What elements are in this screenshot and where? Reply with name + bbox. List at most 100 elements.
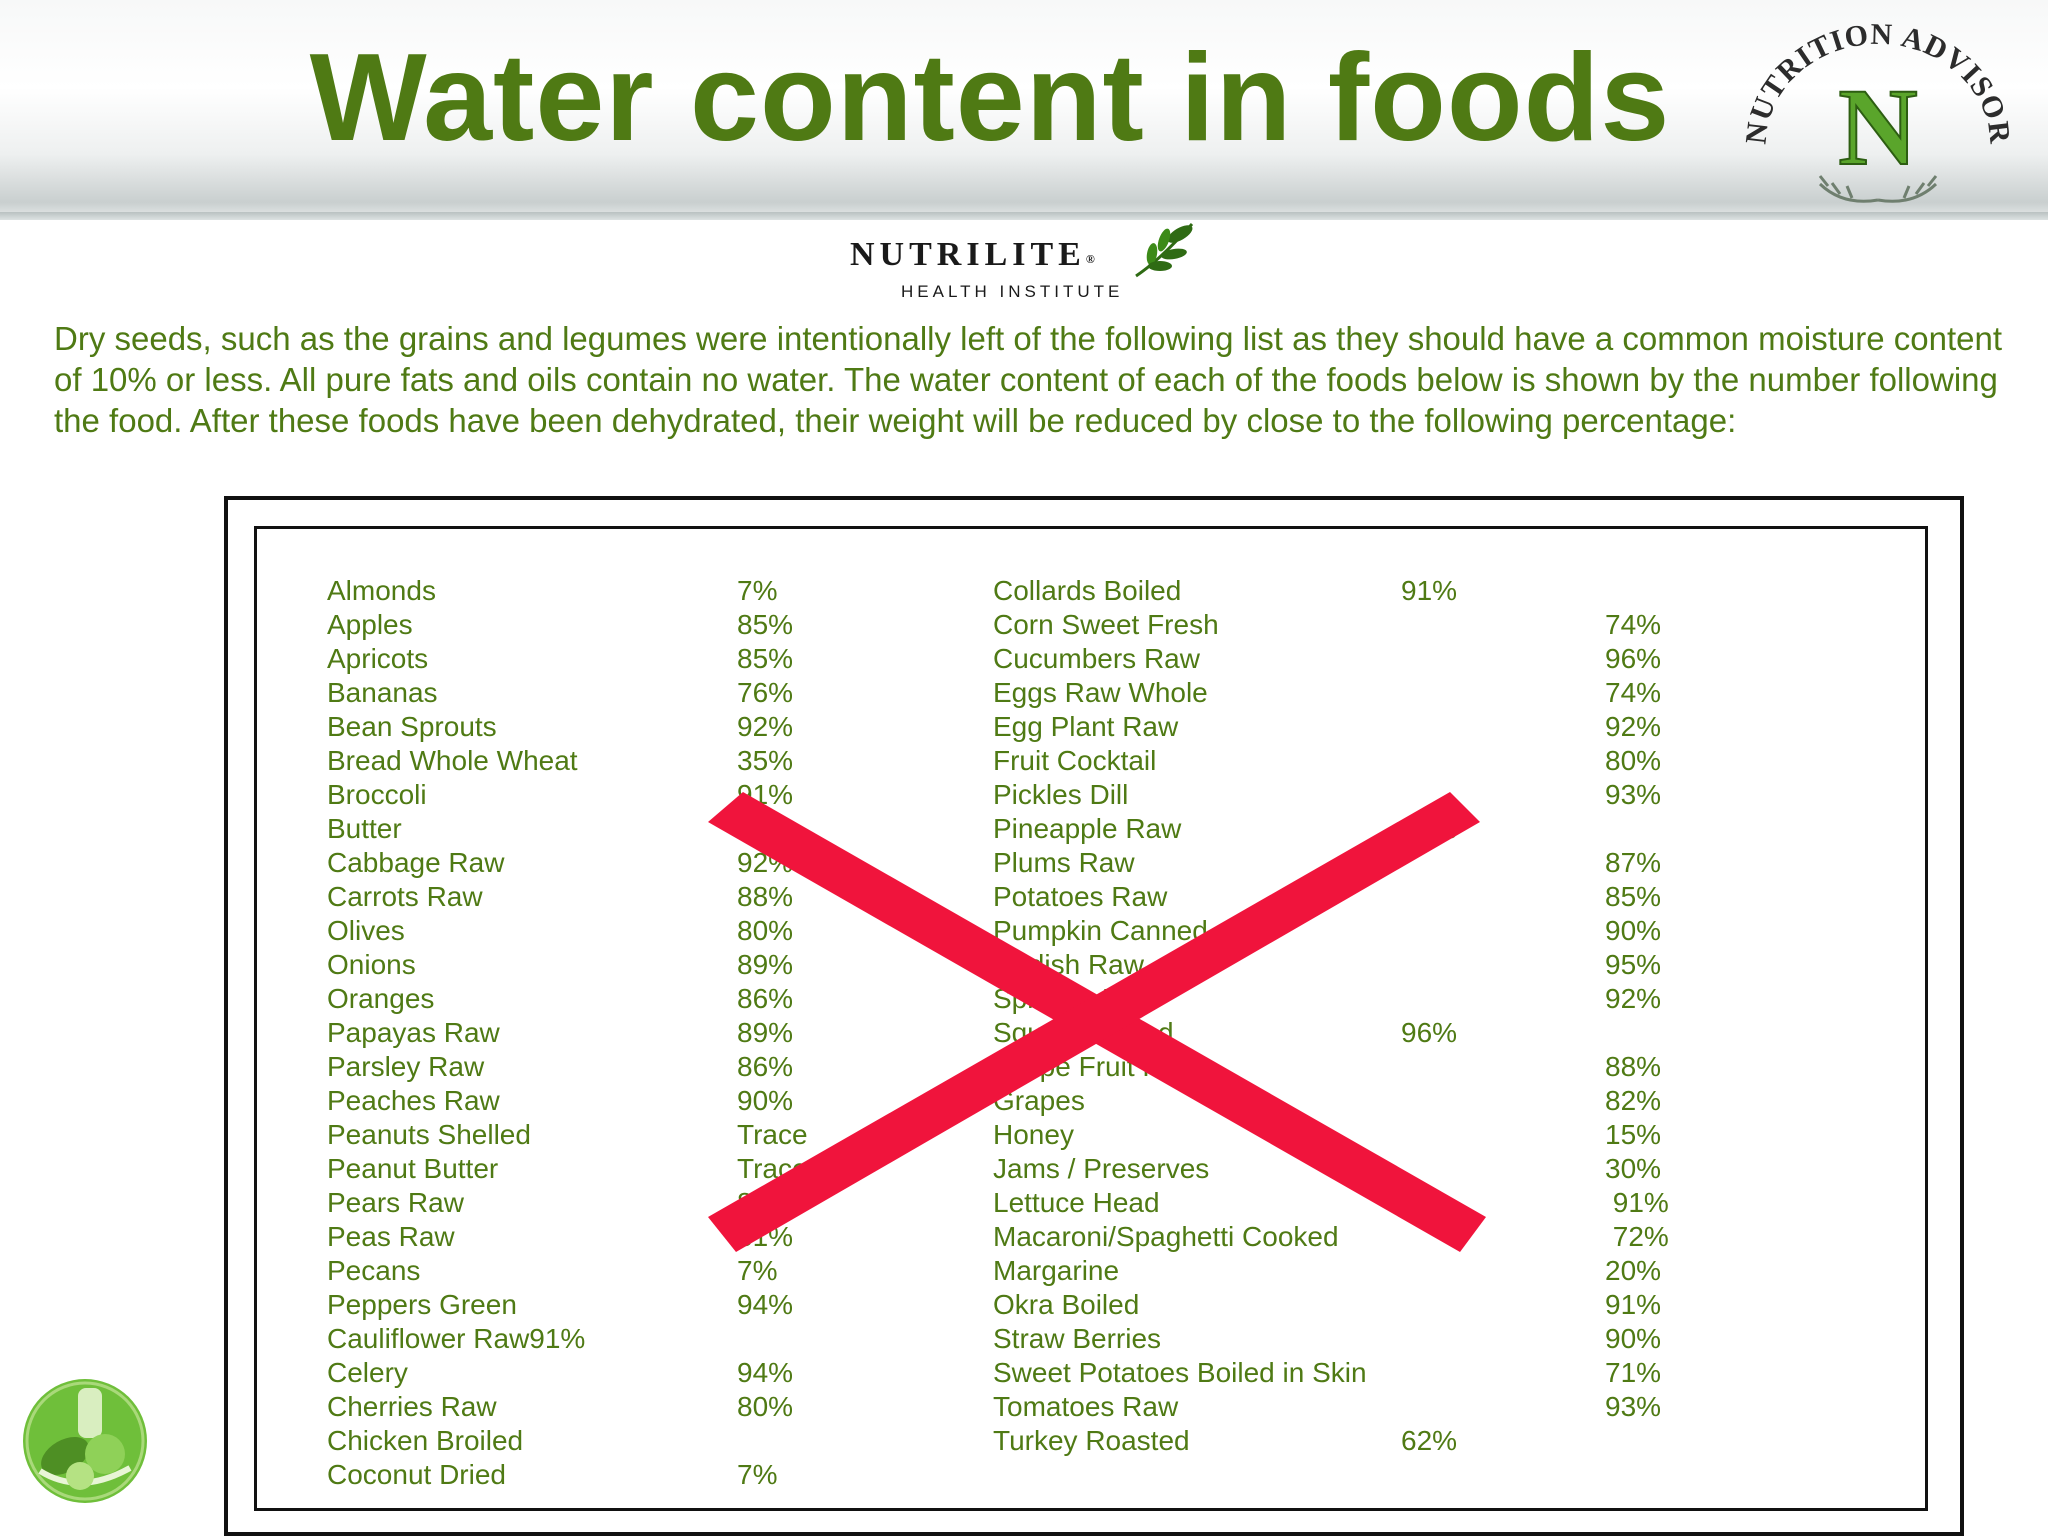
food-name: Broccoli [327,779,427,810]
water-percentage: 85% [737,643,794,674]
food-name: Oranges [327,983,435,1014]
food-row: Peanuts Shelled Trace [327,1118,1027,1152]
food-row: Apples 85% [327,608,1027,642]
water-percentage: 92% [737,847,794,878]
food-row: Peppers Green 94% [327,1288,1027,1322]
food-name: Tomatoes Raw [993,1391,1179,1422]
water-percentage: 7% [737,575,778,606]
food-list-left: Almonds 7% Apples 85% Apricots 85% Bananas 76% B… [327,574,1027,1492]
food-name: Honey [993,1119,1074,1150]
food-row: Onions 89% [327,948,1027,982]
food-name: Peaches Raw [327,1085,500,1116]
water-percentage: 72% [1605,1221,1669,1252]
water-percentage: 90% [1605,915,1662,946]
water-percentage: 85% [1401,813,1458,844]
food-name: Bananas [327,677,438,708]
food-row: Turkey Roasted 62% [993,1424,1893,1458]
water-percentage: 74% [1605,609,1662,640]
food-row: Straw Berries 90% [993,1322,1893,1356]
food-row: Spinach Raw 92% [993,982,1893,1016]
water-percentage: 20% [737,813,794,844]
food-name: Peas Raw [327,1221,455,1252]
water-percentage: 7% [737,1459,778,1490]
water-percentage: 91% [1401,575,1458,606]
food-row: Pineapple Raw 85% [993,812,1893,846]
water-percentage: 94% [737,1289,794,1320]
water-percentage: 96% [1401,1017,1458,1048]
food-row: Coconut Dried 7% [327,1458,1027,1492]
header-divider [0,212,2048,220]
food-row: Tomatoes Raw 93% [993,1390,1893,1424]
food-name: Margarine [993,1255,1120,1286]
water-percentage: 81% [737,1221,794,1252]
food-row: Apricots 85% [327,642,1027,676]
food-row: Oranges 86% [327,982,1027,1016]
food-name: Pecans [327,1255,421,1286]
water-percentage: 82% [737,1187,794,1218]
nutrition-advisor-logo: NUTRITION ADVISOR N [1728,14,2028,214]
water-percentage: Trace [737,1153,808,1184]
food-row: Cabbage Raw 92% [327,846,1027,880]
food-name: Bean Sprouts [327,711,497,742]
food-row: Cherries Raw 80% [327,1390,1027,1424]
food-row: Radish Raw 95% [993,948,1893,982]
food-row: Bread Whole Wheat 35% [327,744,1027,778]
food-row: Cauliflower Raw91% [327,1322,1027,1356]
water-percentage: 92% [737,711,794,742]
food-name: Spinach Raw [993,983,1158,1014]
food-name: Egg Plant Raw [993,711,1179,742]
food-name: Fruit Cocktail [993,745,1157,776]
food-row: Broccoli 91% [327,778,1027,812]
food-basket-icon [20,1376,150,1506]
food-row: Fruit Cocktail 80% [993,744,1893,778]
food-row: Potatoes Raw 85% [993,880,1893,914]
water-percentage: 80% [737,1391,794,1422]
water-percentage: Trace [737,1119,808,1150]
food-row: Peaches Raw 90% [327,1084,1027,1118]
water-percentage: 86% [737,983,794,1014]
food-row: Eggs Raw Whole 74% [993,676,1893,710]
food-name: Eggs Raw Whole [993,677,1208,708]
water-percentage: 87% [1605,847,1662,878]
food-name: Olives [327,915,405,946]
page-title: Water content in foods [309,29,1671,167]
food-row: Sweet Potatoes Boiled in Skin 71% [993,1356,1893,1390]
food-name: Apples [327,609,413,640]
water-percentage: 80% [1605,745,1662,776]
food-row: Bean Sprouts 92% [327,710,1027,744]
water-percentage: 74% [1605,677,1662,708]
water-percentage: 76% [737,677,794,708]
food-name: Peanut Butter [327,1153,499,1184]
food-name: Pickles Dill [993,779,1129,810]
food-row: Corn Sweet Fresh 74% [993,608,1893,642]
nutrilite-subtitle: HEALTH INSTITUTE [901,282,1124,301]
food-name: Grape Fruit Raw [993,1051,1199,1082]
food-name: Celery [327,1357,408,1388]
food-name: Plums Raw [993,847,1135,878]
water-percentage: 85% [1605,881,1662,912]
food-row: Pecans 7% [327,1254,1027,1288]
food-name: Cauliflower Raw91% [327,1323,586,1354]
food-row: Margarine 20% [993,1254,1893,1288]
food-name: Pears Raw [327,1187,464,1218]
food-row: Almonds 7% [327,574,1027,608]
water-percentage: 62% [1401,1425,1458,1456]
food-name: Papayas Raw [327,1017,500,1048]
food-row: Squash Boiled 96% [993,1016,1893,1050]
water-percentage: 89% [737,949,794,980]
food-row: Parsley Raw 86% [327,1050,1027,1084]
food-name: Cabbage Raw [327,847,505,878]
water-percentage: 86% [737,1051,794,1082]
food-name: Okra Boiled [993,1289,1140,1320]
food-row: Carrots Raw 88% [327,880,1027,914]
water-percentage: 88% [1605,1051,1662,1082]
leaf-icon [1135,223,1194,278]
water-percentage: 92% [1605,983,1662,1014]
food-row: Bananas 76% [327,676,1027,710]
advisor-n-letter: N [1838,66,1917,188]
water-percentage: 91% [1605,1187,1669,1218]
food-name: Onions [327,949,416,980]
water-percentage: 90% [1605,1323,1662,1354]
water-percentage: 7% [737,1255,778,1286]
food-name: Radish Raw [993,949,1144,980]
